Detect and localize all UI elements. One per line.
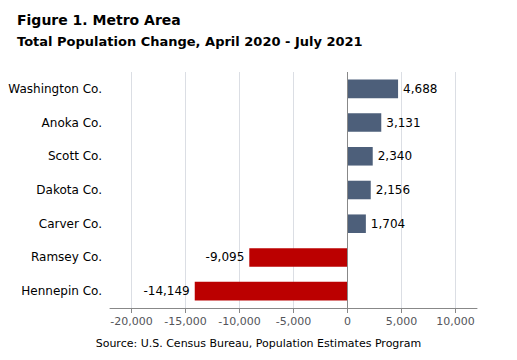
svg-text:Scott Co.: Scott Co. <box>48 149 102 163</box>
svg-text:0: 0 <box>344 315 351 328</box>
svg-text:Carver Co.: Carver Co. <box>39 217 102 231</box>
svg-text:Dakota Co.: Dakota Co. <box>36 183 102 197</box>
svg-text:-15,000: -15,000 <box>164 315 206 328</box>
svg-text:Ramsey Co.: Ramsey Co. <box>31 250 102 264</box>
svg-text:-5,000: -5,000 <box>276 315 311 328</box>
svg-text:-14,149: -14,149 <box>143 284 189 298</box>
svg-text:Washington Co.: Washington Co. <box>8 82 102 96</box>
svg-text:Hennepin Co.: Hennepin Co. <box>21 284 102 298</box>
svg-text:-20,000: -20,000 <box>110 315 152 328</box>
svg-text:Total Population Change, April: Total Population Change, April 2020 - Ju… <box>17 34 363 49</box>
svg-text:Figure 1. Metro Area: Figure 1. Metro Area <box>17 12 181 28</box>
svg-text:1,704: 1,704 <box>371 217 405 231</box>
svg-text:Anoka Co.: Anoka Co. <box>42 116 102 130</box>
svg-text:2,340: 2,340 <box>378 149 412 163</box>
svg-text:2,156: 2,156 <box>376 183 410 197</box>
svg-text:10,000: 10,000 <box>436 315 475 328</box>
svg-text:3,131: 3,131 <box>386 116 420 130</box>
svg-text:-9,095: -9,095 <box>206 250 245 264</box>
svg-text:5,000: 5,000 <box>386 315 418 328</box>
svg-text:Source: U.S. Census Bureau, Po: Source: U.S. Census Bureau, Population E… <box>96 337 422 350</box>
svg-text:4,688: 4,688 <box>403 82 437 96</box>
svg-text:-10,000: -10,000 <box>218 315 260 328</box>
